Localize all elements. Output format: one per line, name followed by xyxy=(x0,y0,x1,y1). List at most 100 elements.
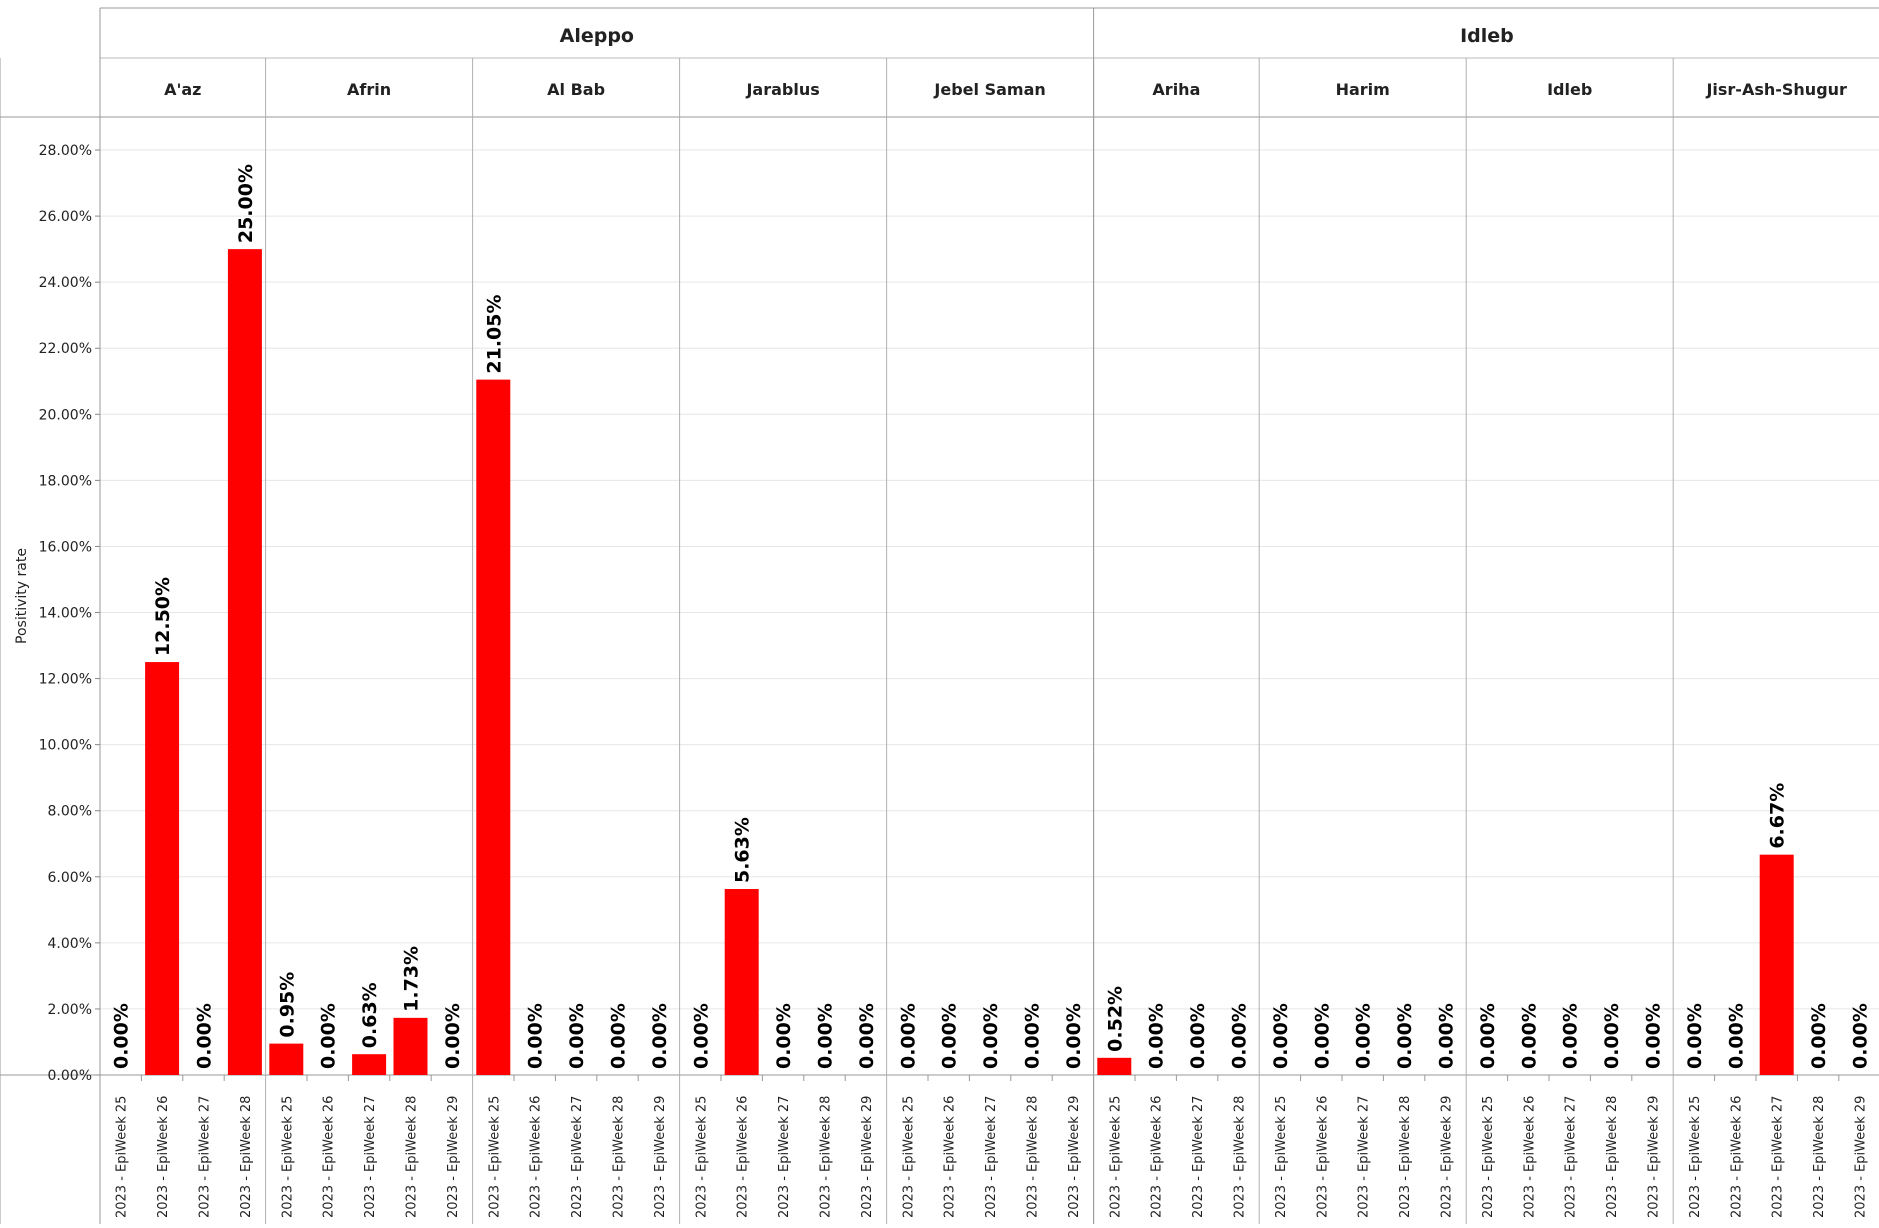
x-tick-label: 2023 - EpiWeek 29 xyxy=(653,1096,668,1218)
x-tick-label: 2023 - EpiWeek 29 xyxy=(1067,1096,1082,1218)
data-label: 0.00% xyxy=(525,1003,547,1069)
data-label: 0.00% xyxy=(1560,1003,1582,1069)
district-label: Ariha xyxy=(1152,80,1200,99)
bar xyxy=(269,1043,304,1075)
x-tick-label: 2023 - EpiWeek 27 xyxy=(198,1096,213,1218)
data-label: 0.00% xyxy=(939,1003,961,1069)
y-tick-label: 10.00% xyxy=(39,738,92,754)
y-tick-label: 16.00% xyxy=(39,539,92,555)
bar xyxy=(724,889,759,1075)
x-tick-label: 2023 - EpiWeek 27 xyxy=(1357,1096,1372,1218)
data-label: 0.52% xyxy=(1104,986,1126,1052)
y-tick-label: 24.00% xyxy=(39,275,92,291)
x-tick-label: 2023 - EpiWeek 25 xyxy=(115,1096,130,1218)
data-label: 0.00% xyxy=(649,1003,671,1069)
x-tick-label: 2023 - EpiWeek 29 xyxy=(446,1096,461,1218)
x-tick-label: 2023 - EpiWeek 25 xyxy=(901,1096,916,1218)
bar xyxy=(1759,854,1794,1075)
y-tick-labels: 0.00% 2.00% 4.00% 6.00% 8.00% 10.00% 12.00% 14.… xyxy=(14,143,100,1084)
x-tick-label: 2023 - EpiWeek 26 xyxy=(1522,1096,1537,1218)
data-label: 0.00% xyxy=(1850,1003,1872,1069)
data-label: 0.00% xyxy=(1808,1003,1830,1069)
x-tick-label: 2023 - EpiWeek 26 xyxy=(322,1096,337,1218)
x-tick-label: 2023 - EpiWeek 25 xyxy=(280,1096,295,1218)
x-tick-label: 2023 - EpiWeek 29 xyxy=(1440,1096,1455,1218)
x-tick-label: 2023 - EpiWeek 26 xyxy=(529,1096,544,1218)
data-label: 0.00% xyxy=(1684,1003,1706,1069)
data-label: 0.00% xyxy=(897,1003,919,1069)
y-tick-label: 18.00% xyxy=(39,473,92,489)
x-tick-label: 2023 - EpiWeek 26 xyxy=(736,1096,751,1218)
data-label: 0.00% xyxy=(980,1003,1002,1069)
data-label: 0.00% xyxy=(1229,1003,1251,1069)
bar xyxy=(145,662,180,1075)
x-tick-label: 2023 - EpiWeek 27 xyxy=(777,1096,792,1218)
data-label: 0.00% xyxy=(1436,1003,1458,1069)
group-label: Idleb xyxy=(1460,25,1514,47)
x-tick-labels: 2023 - EpiWeek 25 2023 - EpiWeek 26 2023 -… xyxy=(115,1096,1869,1218)
data-label: 0.00% xyxy=(442,1003,464,1069)
x-tick-label: 2023 - EpiWeek 26 xyxy=(1315,1096,1330,1218)
y-tick-label: 0.00% xyxy=(48,1068,92,1084)
data-label: 0.00% xyxy=(856,1003,878,1069)
data-label: 6.67% xyxy=(1767,783,1789,849)
x-tick-label: 2023 - EpiWeek 29 xyxy=(860,1096,875,1218)
data-label: 0.00% xyxy=(318,1003,340,1069)
data-labels: 0.00% 12.50% 0.00% 25.00% 0.95% 0.00% 0.63% 1.7… xyxy=(111,164,1872,1069)
y-axis-title: Positivity rate xyxy=(14,548,30,644)
x-tick-label: 2023 - EpiWeek 27 xyxy=(363,1096,378,1218)
x-tick-label: 2023 - EpiWeek 28 xyxy=(1812,1096,1827,1218)
x-tick-label: 2023 - EpiWeek 26 xyxy=(156,1096,171,1218)
data-label: 0.00% xyxy=(1518,1003,1540,1069)
x-tick-label: 2023 - EpiWeek 27 xyxy=(1771,1096,1786,1218)
y-tick-label: 14.00% xyxy=(39,606,92,622)
x-tick-label: 2023 - EpiWeek 28 xyxy=(1605,1096,1620,1218)
data-label: 0.00% xyxy=(1477,1003,1499,1069)
data-label: 0.00% xyxy=(1022,1003,1044,1069)
x-tick-label: 2023 - EpiWeek 28 xyxy=(405,1096,420,1218)
x-tick-label: 2023 - EpiWeek 28 xyxy=(1233,1096,1248,1218)
x-tick-label: 2023 - EpiWeek 26 xyxy=(1150,1096,1165,1218)
bar xyxy=(227,249,262,1075)
x-tick-label: 2023 - EpiWeek 28 xyxy=(819,1096,834,1218)
gridlines xyxy=(100,149,1879,1076)
data-label: 0.00% xyxy=(1311,1003,1333,1069)
frame xyxy=(0,7,1879,1224)
district-label: Harim xyxy=(1336,80,1390,99)
y-tick-label: 4.00% xyxy=(48,936,92,952)
group-label: Aleppo xyxy=(560,25,634,47)
x-tick-label: 2023 - EpiWeek 25 xyxy=(694,1096,709,1218)
data-label: 0.95% xyxy=(276,972,298,1038)
x-tick-label: 2023 - EpiWeek 25 xyxy=(1274,1096,1289,1218)
data-label: 0.00% xyxy=(194,1003,216,1069)
data-label: 0.00% xyxy=(773,1003,795,1069)
data-label: 0.00% xyxy=(690,1003,712,1069)
data-label: 0.00% xyxy=(1063,1003,1085,1069)
y-tick-label: 6.00% xyxy=(48,870,92,886)
y-tick-label: 2.00% xyxy=(48,1002,92,1018)
x-tick-label: 2023 - EpiWeek 29 xyxy=(1854,1096,1869,1218)
district-label: Idleb xyxy=(1547,80,1592,99)
x-tick-label: 2023 - EpiWeek 26 xyxy=(1729,1096,1744,1218)
data-label: 0.00% xyxy=(1270,1003,1292,1069)
x-tick-label: 2023 - EpiWeek 27 xyxy=(1191,1096,1206,1218)
data-label: 0.00% xyxy=(815,1003,837,1069)
x-tick-label: 2023 - EpiWeek 29 xyxy=(1647,1096,1662,1218)
y-tick-label: 26.00% xyxy=(39,209,92,225)
y-tick-label: 22.00% xyxy=(39,341,92,357)
bar xyxy=(1097,1057,1132,1075)
data-label: 0.00% xyxy=(608,1003,630,1069)
district-label: Jisr-Ash-Shugur xyxy=(1705,80,1847,99)
district-label: Jarablus xyxy=(745,80,819,99)
data-label: 0.00% xyxy=(1146,1003,1168,1069)
x-tick-label: 2023 - EpiWeek 25 xyxy=(1688,1096,1703,1218)
x-tick-label: 2023 - EpiWeek 27 xyxy=(570,1096,585,1218)
data-label: 0.00% xyxy=(1187,1003,1209,1069)
x-tick-label: 2023 - EpiWeek 27 xyxy=(984,1096,999,1218)
data-label: 0.00% xyxy=(1643,1003,1665,1069)
y-tick-label: 12.00% xyxy=(39,672,92,688)
x-tick-label: 2023 - EpiWeek 28 xyxy=(239,1096,254,1218)
data-label: 0.00% xyxy=(1394,1003,1416,1069)
y-tick-label: 20.00% xyxy=(39,407,92,423)
